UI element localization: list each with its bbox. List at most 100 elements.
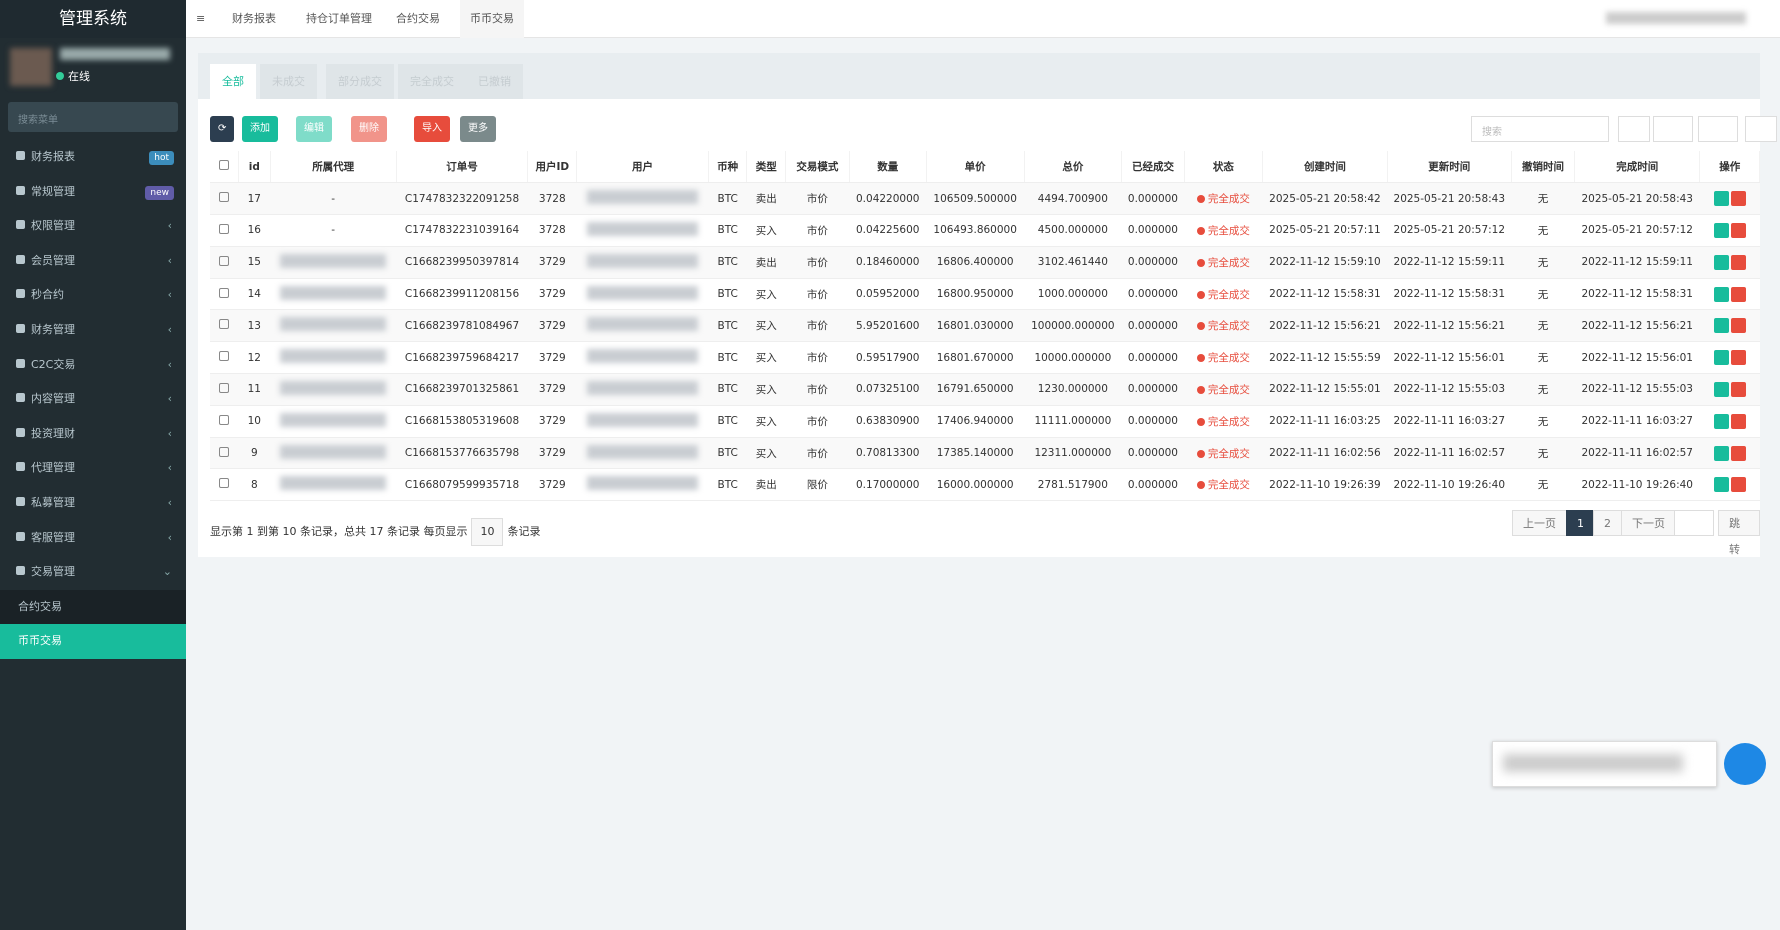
menu-arrow: ‹: [167, 426, 172, 440]
prev-button[interactable]: 上一页: [1512, 510, 1567, 536]
toolbar-button[interactable]: 更多: [460, 116, 496, 142]
delete-button[interactable]: [1730, 413, 1746, 429]
menu-item[interactable]: 会员管理 ‹: [0, 244, 186, 279]
row-checkbox[interactable]: [210, 468, 239, 502]
menu-item[interactable]: 客服管理 ‹: [0, 521, 186, 556]
edit-button[interactable]: [1713, 381, 1729, 397]
columns-button[interactable]: [1653, 116, 1693, 142]
menu-icon: [16, 566, 25, 576]
submenu-item[interactable]: 币币交易: [0, 624, 186, 659]
chat-icon[interactable]: [1724, 743, 1766, 785]
row-checkbox[interactable]: [210, 437, 239, 470]
row-checkbox[interactable]: [210, 182, 239, 216]
edit-button[interactable]: [1713, 191, 1729, 207]
top-tab[interactable]: 合约交易: [396, 12, 440, 25]
toolbar-button[interactable]: 编辑: [296, 116, 332, 142]
menu-item[interactable]: 财务报表 hot: [0, 140, 186, 175]
filter-tab[interactable]: 完全成交: [398, 64, 466, 99]
jump-button[interactable]: 跳转: [1718, 510, 1760, 556]
export-button[interactable]: [1698, 116, 1738, 142]
toolbar-button[interactable]: 添加: [242, 116, 278, 142]
table-cell: 3729: [527, 405, 577, 438]
menu-icon: [16, 151, 25, 160]
cell-text: 0.000000: [1127, 256, 1178, 269]
delete-button[interactable]: [1730, 477, 1746, 493]
delete-button[interactable]: [1730, 191, 1746, 207]
edit-button[interactable]: [1713, 477, 1729, 493]
cell-text: C1747832231039164: [404, 224, 520, 237]
top-tab[interactable]: 币币交易: [460, 0, 524, 38]
cell-text: 0.70813300: [856, 447, 920, 460]
menu-label: 财务报表: [31, 150, 75, 163]
table-search[interactable]: 搜索: [1471, 116, 1609, 142]
top-tab[interactable]: 财务报表: [232, 12, 276, 25]
menu-arrow: ‹: [167, 530, 172, 544]
menu-toggle[interactable]: ≡: [196, 12, 206, 25]
table-cell: 0.000000: [1121, 309, 1185, 343]
cell-text: 完全成交: [1197, 225, 1250, 237]
table-cell: 无: [1511, 341, 1575, 375]
menu-item[interactable]: 权限管理 ‹: [0, 209, 186, 244]
delete-button[interactable]: [1730, 350, 1746, 366]
menu-item[interactable]: C2C交易 ‹: [0, 348, 186, 383]
toggle-button[interactable]: [1618, 116, 1650, 142]
table-row: 13 C1668239781084967 3729 BTC 买入 市价 5.95201600…: [210, 309, 1760, 343]
menu-item[interactable]: 交易管理 ⌄: [0, 555, 186, 590]
row-checkbox[interactable]: [210, 214, 239, 247]
row-checkbox[interactable]: [210, 309, 239, 343]
row-checkbox[interactable]: [210, 373, 239, 406]
page-button[interactable]: 2: [1593, 510, 1622, 536]
page-size[interactable]: 10: [471, 518, 504, 546]
page-button[interactable]: 1: [1566, 510, 1595, 536]
edit-button[interactable]: [1713, 318, 1729, 334]
menu-item[interactable]: 秒合约 ‹: [0, 278, 186, 313]
row-checkbox[interactable]: [210, 246, 239, 279]
row-checkbox[interactable]: [210, 341, 239, 375]
toolbar-button[interactable]: 删除: [351, 116, 387, 142]
menu-item[interactable]: 财务管理 ‹: [0, 313, 186, 348]
toolbar-button[interactable]: 导入: [414, 116, 450, 142]
menu-item[interactable]: 代理管理 ‹: [0, 451, 186, 486]
delete-button[interactable]: [1730, 222, 1746, 238]
edit-button[interactable]: [1713, 254, 1729, 270]
blurred-cell: [576, 278, 709, 311]
edit-button[interactable]: [1713, 286, 1729, 302]
cell-text: 0.59517900: [856, 351, 920, 364]
top-tab[interactable]: 持仓订单管理: [306, 12, 372, 25]
cell-text: 12311.000000: [1034, 447, 1112, 460]
delete-button[interactable]: [1730, 381, 1746, 397]
filter-tab[interactable]: 已撤销: [466, 64, 523, 99]
delete-button[interactable]: [1730, 318, 1746, 334]
menu-item[interactable]: 投资理财 ‹: [0, 417, 186, 452]
submenu-item[interactable]: 合约交易: [0, 589, 186, 625]
row-checkbox[interactable]: [210, 405, 239, 438]
delete-button[interactable]: [1730, 254, 1746, 270]
search-button[interactable]: [1745, 116, 1777, 142]
table-cell: BTC: [708, 246, 747, 279]
delete-button[interactable]: [1730, 445, 1746, 461]
cell-text: 3729: [538, 447, 566, 460]
menu-item[interactable]: 内容管理 ‹: [0, 382, 186, 417]
menu-item[interactable]: 私募管理 ‹: [0, 486, 186, 521]
filter-tab[interactable]: 全部: [210, 64, 256, 99]
menu-item[interactable]: 常规管理 new: [0, 175, 186, 210]
edit-button[interactable]: [1713, 222, 1729, 238]
next-button[interactable]: 下一页: [1621, 510, 1676, 536]
menu-search[interactable]: 搜索菜单: [8, 102, 178, 132]
cell-text: 0.17000000: [856, 478, 920, 491]
filter-tab[interactable]: 未成交: [260, 64, 317, 99]
menu-arrow: ‹: [167, 219, 172, 233]
filter-tab[interactable]: 部分成交: [326, 64, 394, 99]
jump-input[interactable]: [1674, 510, 1714, 536]
row-checkbox[interactable]: [210, 278, 239, 311]
table-cell: C1747832231039164: [396, 214, 528, 247]
delete-button[interactable]: [1730, 286, 1746, 302]
table-cell: 买入: [746, 278, 786, 311]
table-cell: 完全成交: [1184, 182, 1263, 216]
edit-button[interactable]: [1713, 413, 1729, 429]
edit-button[interactable]: [1713, 445, 1729, 461]
blur: [587, 221, 698, 236]
edit-button[interactable]: [1713, 350, 1729, 366]
chat-popup[interactable]: [1492, 741, 1717, 787]
refresh-button[interactable]: ⟳: [210, 116, 235, 142]
